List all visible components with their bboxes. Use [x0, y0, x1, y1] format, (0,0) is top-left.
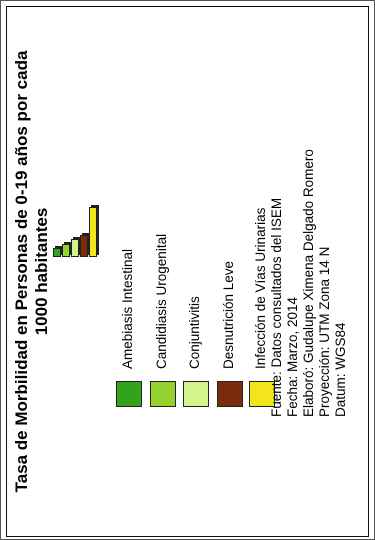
credit-author: Elaboró: Gudalupe Ximena Delgado Romero: [301, 149, 316, 417]
map-credits: Fuente: Datos consultados del ISEM Fecha…: [269, 149, 349, 417]
bar-conjuntivitis: [71, 239, 79, 257]
legend-label-amebiasis: Amebiasis Intestinal: [120, 248, 135, 369]
credit-source: Fuente: Datos consultados del ISEM: [269, 197, 284, 417]
swatch-amebiasis-intestinal: [116, 381, 142, 407]
legend-label-desnutricion: Desnutrición Leve: [221, 260, 236, 369]
legend-title: Tasa de Morbilidad en Personas de 0-19 a…: [12, 12, 52, 531]
rotated-legend: Tasa de Morbilidad en Personas de 0-19 a…: [6, 6, 369, 537]
swatch-desnutricion-leve: [217, 381, 243, 407]
bar-symbol: [53, 197, 113, 257]
bar-amebiasis-intestinal: [53, 248, 61, 257]
bar-candidiasis-urogenital: [62, 244, 70, 257]
swatch-conjuntivitis: [183, 381, 209, 407]
legend-label-candidiasis: Candidiasis Urogenital: [154, 233, 169, 369]
legend-label-conjuntivitis: Conjuntivitis: [187, 296, 202, 369]
legend-title-line-2: 1000 habitantes: [32, 207, 51, 336]
legend-label-infeccion: Infección de Vías Urinarias: [253, 207, 268, 369]
legend-title-line-1: Tasa de Morbilidad en Personas de 0-19 a…: [12, 50, 31, 493]
swatch-candidiasis-urogenital: [150, 381, 176, 407]
credit-date: Fecha: Marzo, 2014: [285, 296, 300, 417]
bar-infeccion-vias-urinarias: [89, 207, 97, 257]
legend-panel: [6, 6, 369, 537]
credit-projection: Proyección: UTM Zona 14 N: [317, 246, 332, 417]
credit-datum: Datum: WGS84: [333, 322, 348, 417]
bar-desnutricion-leve: [80, 235, 88, 257]
